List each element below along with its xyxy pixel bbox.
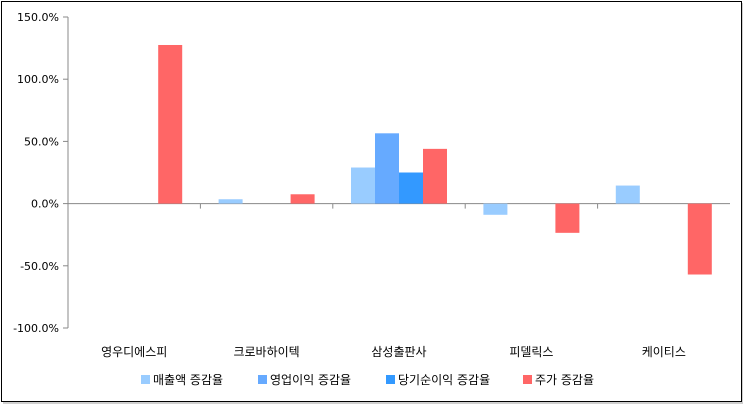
bar-1-3 <box>290 194 315 204</box>
y-tick-label: 150.0% <box>17 11 59 24</box>
legend-label: 주가 증감율 <box>535 373 594 387</box>
y-tick-label: 0.0% <box>31 198 59 211</box>
y-tick-label: -50.0% <box>20 260 59 273</box>
bar-0-3 <box>158 44 183 204</box>
y-axis-ticks: 150.0% 100.0% 50.0% 0.0% -50.0% -100.0% <box>13 11 68 335</box>
bar-3-3 <box>555 203 580 233</box>
legend: 매출액 증감율 영업이익 증감율 당기순이익 증감율 주가 증감율 <box>141 373 594 387</box>
bar-2-2 <box>399 172 423 204</box>
legend-label: 영업이익 증감율 <box>270 373 351 387</box>
legend-swatch <box>258 375 267 384</box>
bar-2-0 <box>351 167 375 204</box>
bar-1-0 <box>218 199 243 204</box>
legend-swatch <box>523 375 532 384</box>
bars <box>158 44 712 275</box>
legend-swatch <box>386 375 395 384</box>
y-tick-label: 50.0% <box>24 135 59 148</box>
x-category-label: 영우디에스피 <box>101 345 167 359</box>
bar-3-0 <box>483 203 508 215</box>
legend-swatch <box>141 375 150 384</box>
legend-label: 매출액 증감율 <box>153 373 223 387</box>
bar-2-3 <box>423 148 447 204</box>
legend-label: 당기순이익 증감율 <box>398 373 490 387</box>
bar-4-3 <box>687 203 712 275</box>
x-category-label: 삼성출판사 <box>371 345 426 359</box>
x-category-label: 케이티스 <box>642 345 686 359</box>
bar-2-1 <box>375 133 399 204</box>
x-axis-labels: 영우디에스피 크로바하이텍 삼성출판사 피델릭스 케이티스 <box>101 345 686 359</box>
x-category-label: 피델릭스 <box>509 345 553 359</box>
x-category-label: 크로바하이텍 <box>233 345 299 359</box>
bar-chart: 150.0% 100.0% 50.0% 0.0% -50.0% -100.0% 영우디에스… <box>13 11 730 387</box>
y-tick-label: 100.0% <box>17 73 59 86</box>
bar-4-0 <box>615 185 640 204</box>
y-tick-label: -100.0% <box>13 322 59 335</box>
